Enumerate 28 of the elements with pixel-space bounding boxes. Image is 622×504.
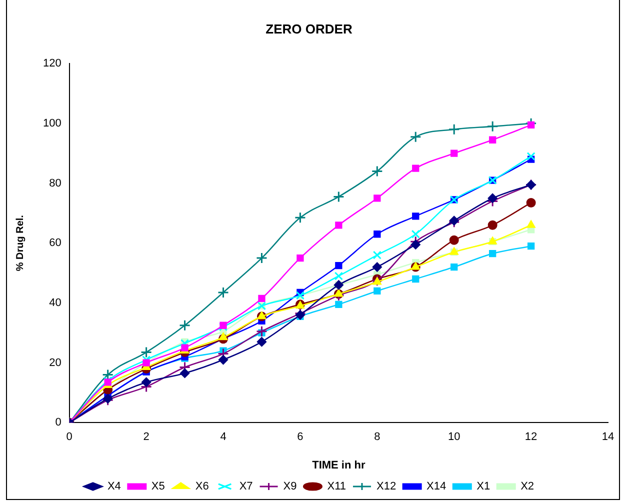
legend-label: X12 (376, 480, 396, 493)
legend-label: X1 (476, 480, 490, 493)
legend-label: X6 (195, 480, 209, 493)
legend-label: X2 (520, 480, 534, 493)
x-axis-title: TIME in hr (312, 459, 366, 472)
legend-label: X14 (426, 480, 446, 493)
y-tick-label: 80 (49, 177, 62, 190)
y-tick-label: 60 (49, 237, 62, 250)
y-tick-label: 100 (42, 117, 62, 130)
x-tick-label: 0 (66, 431, 72, 444)
legend-label: X11 (327, 480, 346, 493)
legend-label: X4 (107, 480, 121, 493)
x-tick-label: 6 (297, 431, 304, 444)
legend-label: X7 (239, 480, 253, 493)
y-tick-label: 0 (55, 416, 62, 429)
legend-label: X9 (283, 480, 297, 493)
y-axis-title: % Drug Rel. (14, 214, 26, 272)
legend-label: X5 (151, 480, 165, 493)
x-tick-label: 14 (602, 431, 614, 444)
y-tick-label: 40 (49, 296, 62, 309)
x-tick-label: 10 (448, 431, 460, 444)
y-tick-label: 120 (42, 58, 62, 70)
y-tick-label: 20 (49, 356, 62, 369)
x-tick-label: 8 (374, 431, 380, 444)
x-tick-label: 12 (524, 431, 538, 444)
chart-title: ZERO ORDER (266, 21, 353, 36)
x-tick-label: 2 (143, 431, 150, 444)
x-tick-label: 4 (220, 431, 226, 444)
